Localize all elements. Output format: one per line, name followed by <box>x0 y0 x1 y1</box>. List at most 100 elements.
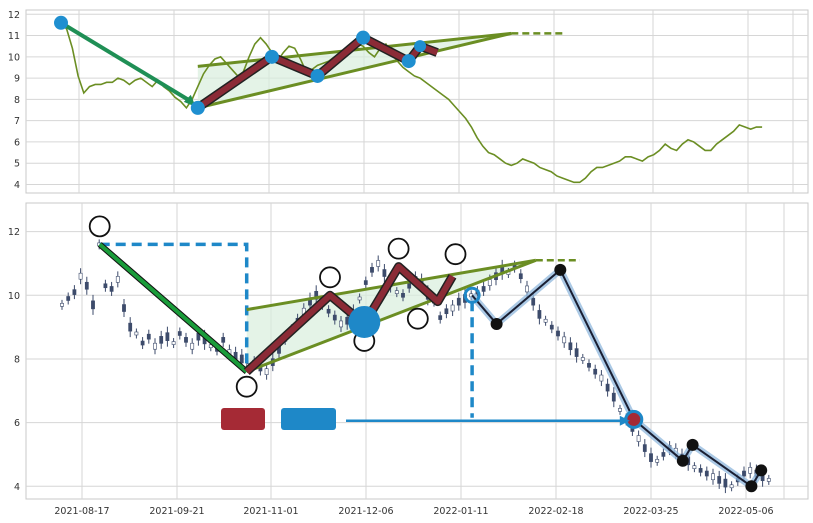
sell-marker <box>348 305 381 338</box>
pattern-point-circle <box>444 243 467 266</box>
top-y-tick-label: 12 <box>8 10 20 21</box>
candle-body <box>742 470 746 477</box>
bottom-x-tick-label: 2021-08-17 <box>54 506 109 517</box>
candle-body <box>326 308 331 314</box>
top-plot-frame <box>25 9 809 194</box>
candle-body <box>537 310 542 319</box>
candle-body <box>314 291 319 300</box>
path-marker <box>686 438 699 451</box>
candle-body <box>72 289 77 295</box>
candle-body <box>531 297 536 306</box>
top-pattern-marker <box>54 15 68 30</box>
candle-body <box>128 322 133 332</box>
candle-body <box>363 280 368 285</box>
candle-body <box>562 336 567 344</box>
top-y-tick-label: 7 <box>14 116 20 127</box>
target-value-badge <box>221 408 265 430</box>
candle-body <box>605 383 610 392</box>
candle-body <box>171 341 176 345</box>
candle-body <box>574 348 579 357</box>
candle-body <box>580 357 585 361</box>
path-marker <box>554 263 567 276</box>
pattern-point-circle <box>88 215 111 238</box>
candle-body <box>239 354 244 364</box>
path-marker <box>490 317 503 330</box>
bottom-x-tick-label: 2021-11-01 <box>243 506 298 517</box>
candle-body <box>394 290 399 294</box>
candle-body <box>407 282 412 289</box>
h-measure-dashed <box>99 242 249 372</box>
candle-body <box>91 300 95 310</box>
pattern-point-circle <box>387 237 410 260</box>
candle-body <box>146 333 151 340</box>
bottom-x-tick-label: 2022-01-11 <box>433 506 488 517</box>
bottom-y-tick-label: 6 <box>14 418 20 429</box>
candle-body <box>636 435 641 442</box>
candle-body <box>593 368 598 375</box>
candle-body <box>84 281 89 290</box>
candle-body <box>184 337 188 343</box>
bottom-down-leg <box>98 242 249 374</box>
target-point-marker <box>624 409 644 429</box>
candle-body <box>339 320 343 328</box>
bottom-x-tick-label: 2021-09-21 <box>149 506 204 517</box>
bottom-x-tick-label: 2022-03-25 <box>623 506 678 517</box>
candle-body <box>704 470 709 477</box>
top-pattern-marker <box>310 68 325 83</box>
candle-body <box>717 476 722 484</box>
candle-body <box>140 340 145 346</box>
candle-body <box>190 342 195 350</box>
candle-body <box>376 260 381 267</box>
candle-body <box>729 484 734 489</box>
candle-body <box>692 465 697 469</box>
top-y-tick-label: 5 <box>14 159 20 170</box>
path-marker <box>755 464 768 477</box>
candle-body <box>599 374 604 382</box>
candle-body <box>661 452 666 457</box>
candle-body <box>543 318 548 323</box>
target-badge <box>281 408 336 430</box>
top-y-tick-label: 4 <box>14 180 20 191</box>
candle-body <box>587 363 591 368</box>
candle-body <box>438 315 443 320</box>
candle-body <box>221 337 226 343</box>
target-arrowhead <box>619 415 630 426</box>
candle-body <box>177 331 182 336</box>
bottom-lower-trendline <box>246 258 537 374</box>
candle-body <box>134 331 139 336</box>
candle-body <box>618 408 622 412</box>
candle-body <box>122 304 126 312</box>
candle-body <box>518 273 523 280</box>
bottom-x-tick-label: 2022-05-06 <box>718 506 773 517</box>
pattern-point-circle <box>406 307 429 330</box>
top-pattern-marker <box>264 49 279 64</box>
top-y-tick-label: 8 <box>14 95 20 106</box>
candle-body <box>549 324 554 330</box>
candle-body <box>456 297 461 306</box>
bottom-pattern-zigzag <box>244 263 456 374</box>
candle-body <box>748 467 753 474</box>
candle-body <box>649 453 653 462</box>
candle-body <box>66 296 71 301</box>
bottom-y-tick-label: 4 <box>14 482 20 493</box>
candle-body <box>159 336 164 344</box>
top-y-tick-label: 6 <box>14 137 20 148</box>
candle-body <box>481 286 486 292</box>
candle-body <box>766 478 771 482</box>
candle-body <box>78 272 83 280</box>
bottom-x-tick-label: 2021-12-06 <box>338 506 393 517</box>
candle-body <box>711 473 715 481</box>
top-y-tick-label: 9 <box>14 74 20 85</box>
bottom-y-tick-label: 10 <box>8 291 20 302</box>
top-pattern-marker <box>401 54 416 69</box>
path-marker <box>676 454 689 467</box>
candle-body <box>444 308 449 315</box>
candle-body <box>345 316 350 325</box>
pattern-point-circle <box>319 266 341 289</box>
candle-body <box>723 478 728 488</box>
bottom-y-tick-label: 8 <box>14 354 20 365</box>
candle-body <box>109 286 114 292</box>
candle-body <box>382 269 387 277</box>
candle-body <box>655 459 660 463</box>
